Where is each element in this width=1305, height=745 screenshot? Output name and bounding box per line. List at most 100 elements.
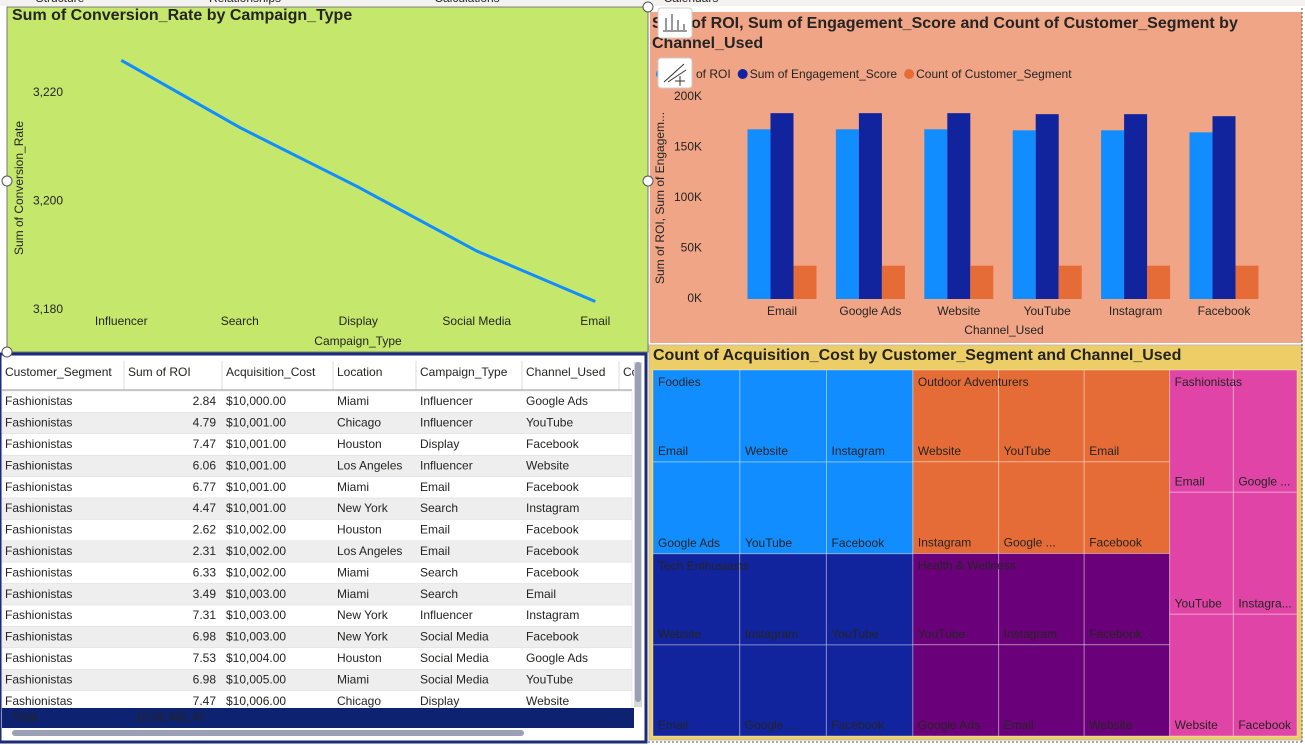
- cell-label: Facebook: [1089, 627, 1143, 641]
- treemap-cell[interactable]: [1083, 461, 1171, 554]
- treemap-cell[interactable]: [912, 369, 1000, 463]
- treemap-cell[interactable]: [826, 369, 914, 463]
- x-tick-label: Email: [580, 314, 610, 328]
- line-visual[interactable]: [6, 6, 649, 353]
- bar: [1012, 130, 1036, 299]
- x-axis-title: Channel_Used: [964, 323, 1043, 337]
- treemap-cell[interactable]: [739, 461, 828, 555]
- ribbon-tab[interactable]: Relationships: [209, 0, 281, 5]
- table-cell: Miami: [337, 394, 369, 408]
- table-cell: YouTube: [526, 416, 573, 430]
- table-cell: Miami: [337, 565, 369, 579]
- table-cell: 6.33: [193, 565, 217, 579]
- table-cell: Social Media: [420, 672, 489, 686]
- table-cell: Email: [420, 544, 450, 558]
- v-scroll-thumb[interactable]: [635, 362, 641, 702]
- y-tick-label: 200K: [674, 89, 702, 103]
- table-cell: 4.47: [193, 501, 217, 515]
- treemap-cell[interactable]: [652, 369, 741, 463]
- bar: [770, 113, 794, 299]
- table-cell: New York: [337, 501, 389, 515]
- treemap-cell[interactable]: [1232, 369, 1298, 493]
- x-tick-label: Search: [221, 314, 259, 328]
- x-tick-label: Instagram: [1109, 304, 1162, 318]
- table-cell: Fashionistas: [5, 394, 72, 408]
- treemap-cell[interactable]: [1169, 491, 1234, 615]
- cell-label: YouTube: [745, 536, 792, 550]
- table-cell: $10,004.00: [226, 651, 286, 665]
- bar: [1058, 265, 1082, 299]
- table-cell: Fashionistas: [5, 694, 72, 708]
- ribbon-tab[interactable]: Calendars: [664, 0, 719, 5]
- treemap-cell[interactable]: [826, 461, 914, 555]
- table-cell: Website: [526, 458, 569, 472]
- table-cell: Fashionistas: [5, 480, 72, 494]
- column-header[interactable]: Customer_Segment: [5, 365, 112, 379]
- table-cell: Chicago: [337, 416, 381, 430]
- column-header[interactable]: Channel_Used: [526, 365, 605, 379]
- x-tick-label: Google Ads: [839, 304, 901, 318]
- column-header[interactable]: Campaign_Type: [420, 365, 508, 379]
- bar: [1235, 265, 1259, 299]
- icon-button[interactable]: [657, 7, 693, 39]
- table-cell: Social Media: [420, 630, 489, 644]
- table-cell: $10,003.00: [226, 608, 286, 622]
- resize-handle[interactable]: [1, 175, 13, 187]
- treemap-cell[interactable]: [1083, 552, 1171, 646]
- bar: [1124, 114, 1148, 299]
- treemap-cell[interactable]: [912, 461, 1000, 554]
- cell-label: Instagram: [1004, 627, 1057, 641]
- cell-label: Email: [1175, 474, 1205, 488]
- table-cell: Fashionistas: [5, 501, 72, 515]
- table-cell: $10,001.00: [226, 501, 286, 515]
- ribbon-tab[interactable]: Structure: [36, 0, 85, 5]
- table-cell: Influencer: [420, 608, 473, 622]
- format-icon: [663, 63, 687, 86]
- icon-button[interactable]: [657, 57, 693, 89]
- y-tick-label: 3,200: [33, 193, 63, 207]
- treemap-cell[interactable]: [1169, 613, 1234, 737]
- column-header[interactable]: Location: [337, 365, 382, 379]
- table-cell: Miami: [337, 587, 369, 601]
- resize-handle[interactable]: [1, 346, 13, 358]
- table-cell: Fashionistas: [5, 544, 72, 558]
- column-header[interactable]: Acquisition_Cost: [226, 365, 316, 379]
- treemap-cell[interactable]: [739, 644, 827, 737]
- column-header[interactable]: Sum of ROI: [128, 365, 191, 379]
- treemap-cell[interactable]: [1083, 644, 1171, 737]
- bar: [793, 265, 817, 299]
- treemap-cell[interactable]: [912, 644, 1000, 737]
- bar: [858, 113, 882, 299]
- treemap-cell[interactable]: [998, 644, 1085, 737]
- table-cell: 7.47: [193, 694, 217, 708]
- cell-label: Facebook: [832, 536, 886, 550]
- ribbon-tab[interactable]: Calculations: [434, 0, 499, 5]
- cell-label: Email: [1004, 718, 1034, 732]
- table-cell: $10,002.00: [226, 523, 286, 537]
- treemap-cell[interactable]: [912, 552, 1000, 646]
- legend-label[interactable]: Sum of Engagement_Score: [750, 67, 898, 81]
- legend-marker: [904, 69, 915, 79]
- resize-handle[interactable]: [642, 175, 654, 187]
- bar: [1189, 132, 1213, 299]
- table-cell: Email: [420, 480, 450, 494]
- resize-handle[interactable]: [642, 1, 654, 13]
- bar: [970, 265, 994, 299]
- treemap-cell[interactable]: [1232, 491, 1298, 615]
- treemap-cell[interactable]: [998, 461, 1085, 554]
- cell-label: Facebook: [831, 718, 885, 732]
- treemap-cell[interactable]: [652, 644, 741, 737]
- treemap-cell[interactable]: [739, 553, 827, 646]
- h-scroll-thumb[interactable]: [12, 730, 524, 736]
- treemap-cell[interactable]: [1232, 613, 1298, 737]
- y-tick-label: 100K: [674, 190, 702, 204]
- table-cell: $10,001.00: [226, 458, 286, 472]
- table-cell: Facebook: [526, 523, 580, 537]
- treemap-cell[interactable]: [998, 552, 1085, 646]
- treemap-cell[interactable]: [652, 553, 741, 646]
- table-cell: Display: [420, 437, 459, 451]
- legend-label[interactable]: Count of Customer_Segment: [916, 67, 1072, 81]
- treemap-cell[interactable]: [998, 369, 1085, 463]
- total-row: [2, 708, 634, 728]
- table-cell: $10,003.00: [226, 630, 286, 644]
